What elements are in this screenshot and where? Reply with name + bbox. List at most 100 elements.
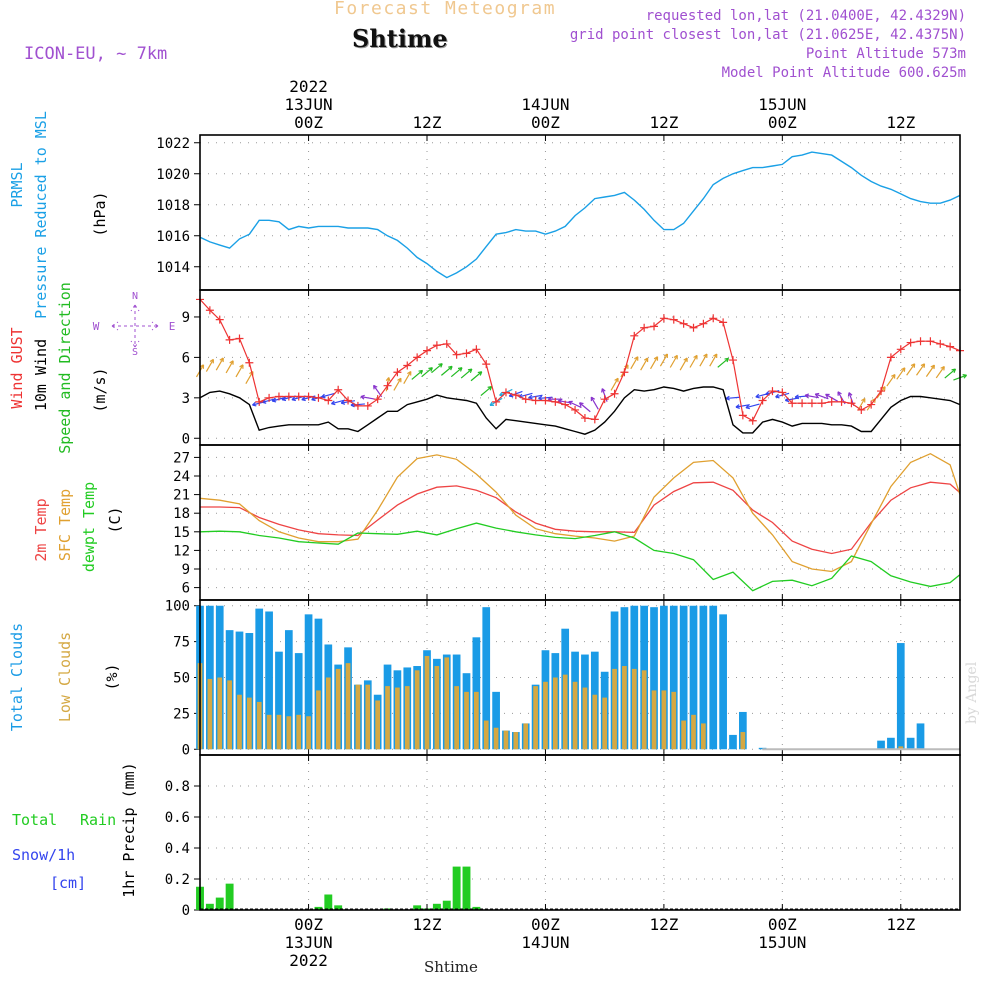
gust-marker xyxy=(304,392,313,401)
panel-wind: 0 3 6 9 xyxy=(182,290,960,447)
wind-arrow-shaft xyxy=(205,359,214,372)
bottom-time-label: 00Z xyxy=(768,915,797,934)
low-cloud-bar xyxy=(572,681,578,750)
bottom-time-label: 12Z xyxy=(413,915,442,934)
wind-arrow-head xyxy=(397,377,402,383)
low-cloud-bar xyxy=(454,686,459,750)
wind-arrow-shaft xyxy=(630,356,639,370)
wind-direction-arrow xyxy=(640,357,649,371)
wind-arrow-head xyxy=(489,401,495,406)
ylabel-low-clouds: Low Clouds xyxy=(56,632,74,722)
wind-arrow-shaft xyxy=(916,363,926,376)
wind-direction-arrow xyxy=(717,357,730,368)
footer-station: Shtime xyxy=(424,958,478,976)
wind-arrow-shaft xyxy=(640,357,649,371)
gust-marker xyxy=(215,315,224,324)
low-cloud-bar xyxy=(622,666,627,750)
ylabel-ms: (m/s) xyxy=(91,367,109,412)
gust-marker xyxy=(847,399,856,408)
wind-direction-arrow xyxy=(205,358,214,372)
wind-direction-arrow xyxy=(896,367,906,380)
y-tick-label: 25 xyxy=(173,706,190,722)
wind-arrow-shaft xyxy=(679,357,688,371)
y-tick-label: 1014 xyxy=(156,260,190,276)
sfc-temp-line xyxy=(199,452,961,573)
wind-arrow-shaft xyxy=(689,355,698,368)
gust-marker xyxy=(205,306,214,315)
wind-arrow-shaft xyxy=(431,363,443,374)
gust-marker xyxy=(383,381,392,390)
low-cloud-bar xyxy=(631,668,637,750)
wind-direction-arrow xyxy=(659,353,668,367)
rain-bar xyxy=(324,894,333,910)
y-tick-label: 12 xyxy=(173,543,190,559)
wind-direction-arrow xyxy=(450,367,463,378)
wind-arrow-shaft xyxy=(815,393,829,400)
gust-marker xyxy=(679,319,688,328)
wind-arrow-head xyxy=(467,368,473,374)
low-cloud-bar xyxy=(414,670,420,750)
total-cloud-bar xyxy=(482,607,491,750)
ylabel-hpa: (hPa) xyxy=(91,191,109,236)
gust-marker xyxy=(571,405,580,414)
low-cloud-bar xyxy=(296,714,302,750)
gust-marker xyxy=(620,368,629,377)
wind-direction-arrow xyxy=(393,377,402,391)
wind-direction-arrow xyxy=(679,357,688,371)
wind-arrow-head xyxy=(713,353,718,359)
gust-marker xyxy=(817,399,826,408)
gust-marker xyxy=(788,399,797,408)
wind-direction-arrow xyxy=(814,392,829,400)
compass-n: N xyxy=(132,291,138,302)
gust-marker xyxy=(462,349,471,358)
wind-arrow-head xyxy=(951,368,957,374)
bottom-time-label: 00Z xyxy=(531,915,560,934)
wind-arrow-shaft xyxy=(480,386,492,397)
wind-arrow-head xyxy=(814,392,820,398)
wind-arrow-head xyxy=(360,394,365,400)
top-time-label: 00Z xyxy=(531,113,560,132)
wind-arrow-head xyxy=(847,392,853,397)
wind-direction-arrow xyxy=(225,360,234,374)
y-tick-label: 24 xyxy=(173,469,190,485)
total-cloud-bar xyxy=(265,611,273,750)
wind-direction-arrow xyxy=(630,356,639,370)
gust-marker xyxy=(659,314,668,323)
wind-arrow-shaft xyxy=(568,401,582,409)
wind-arrow-head xyxy=(590,396,596,402)
wind-direction-arrow xyxy=(804,393,819,399)
gust-marker xyxy=(906,338,915,347)
wind-arrow-head xyxy=(568,400,573,406)
panel-clouds: 0 25 50 75 100 xyxy=(165,599,960,758)
wind-arrow-head xyxy=(385,377,391,382)
wind-arrow-head xyxy=(601,388,606,393)
total-cloud-bar xyxy=(679,605,688,750)
wind-arrow-head xyxy=(538,395,543,401)
rain-bar xyxy=(472,906,481,910)
legend-rain: Rain xyxy=(80,811,116,829)
gust-marker xyxy=(719,318,728,327)
wind-arrow-shaft xyxy=(528,394,543,399)
low-cloud-bar xyxy=(345,663,351,750)
low-cloud-bar xyxy=(276,714,282,750)
wind-arrow-head xyxy=(321,393,326,399)
station-title: Shtime xyxy=(352,24,448,53)
grid-coords: grid point closest lon,lat (21.0625E, 42… xyxy=(569,27,966,43)
low-cloud-bar xyxy=(385,686,390,750)
gust-marker xyxy=(432,341,441,350)
y-tick-label: 0 xyxy=(182,431,190,447)
point-altitude: Point Altitude 573m xyxy=(805,46,966,62)
wind-arrow-head xyxy=(724,357,730,363)
wind-arrow-head xyxy=(418,369,424,375)
low-cloud-bar xyxy=(641,670,647,750)
legend-snow: Snow/1h xyxy=(12,846,75,864)
wind-direction-arrow xyxy=(431,363,443,374)
gust-marker xyxy=(798,399,807,408)
low-cloud-bar xyxy=(395,687,400,750)
rain-bar xyxy=(215,897,224,910)
total-cloud-bar xyxy=(719,614,727,750)
rain-bar xyxy=(205,903,214,910)
gust-marker xyxy=(265,393,274,402)
wind-direction-arrow xyxy=(669,354,678,368)
